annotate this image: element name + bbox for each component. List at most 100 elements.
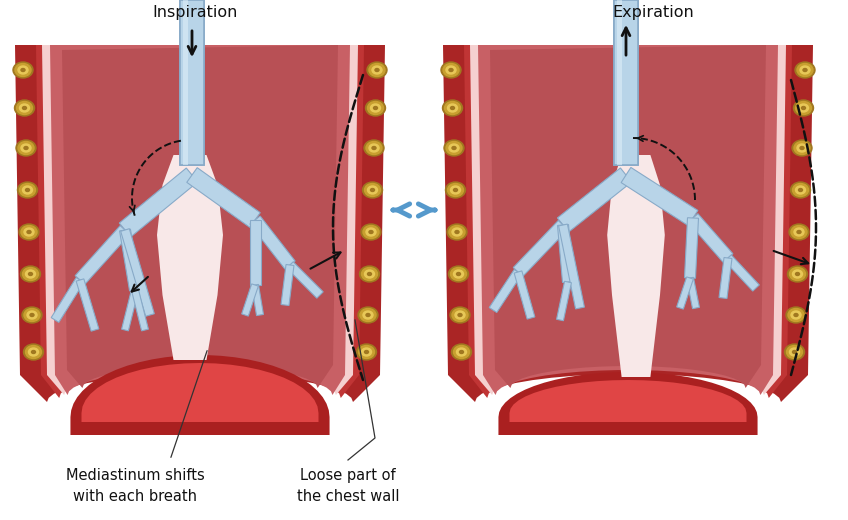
Text: Expiration: Expiration [612, 5, 694, 20]
Polygon shape [607, 155, 665, 377]
Ellipse shape [371, 104, 381, 112]
Ellipse shape [450, 267, 466, 280]
Ellipse shape [800, 147, 804, 150]
Ellipse shape [20, 266, 41, 282]
Polygon shape [719, 257, 732, 298]
Ellipse shape [445, 182, 466, 198]
Ellipse shape [23, 267, 38, 280]
Polygon shape [120, 168, 198, 237]
Ellipse shape [793, 270, 802, 278]
Polygon shape [50, 45, 350, 395]
Ellipse shape [30, 314, 34, 317]
Ellipse shape [795, 62, 815, 78]
Ellipse shape [450, 307, 470, 323]
Ellipse shape [794, 141, 810, 154]
Ellipse shape [454, 270, 464, 278]
Ellipse shape [786, 307, 806, 323]
Polygon shape [510, 380, 746, 422]
Ellipse shape [365, 100, 386, 116]
Ellipse shape [454, 345, 470, 358]
Ellipse shape [803, 69, 807, 72]
Ellipse shape [455, 311, 465, 319]
Polygon shape [281, 265, 294, 305]
Polygon shape [249, 220, 260, 285]
Polygon shape [62, 45, 338, 388]
Ellipse shape [449, 226, 465, 239]
Ellipse shape [25, 189, 30, 191]
Polygon shape [36, 45, 364, 398]
Ellipse shape [359, 345, 375, 358]
Polygon shape [131, 289, 148, 331]
Polygon shape [51, 278, 84, 322]
Ellipse shape [21, 69, 25, 72]
Polygon shape [559, 224, 584, 309]
Ellipse shape [361, 348, 371, 356]
Ellipse shape [367, 101, 383, 114]
Ellipse shape [25, 345, 42, 358]
Polygon shape [490, 45, 766, 388]
Ellipse shape [29, 348, 38, 356]
Ellipse shape [14, 100, 35, 116]
Polygon shape [677, 277, 694, 309]
Ellipse shape [794, 228, 804, 236]
Ellipse shape [360, 266, 380, 282]
Text: Inspiration: Inspiration [153, 5, 237, 20]
Ellipse shape [15, 63, 31, 76]
Ellipse shape [799, 189, 802, 191]
Polygon shape [15, 45, 385, 402]
Polygon shape [688, 214, 733, 262]
Ellipse shape [21, 226, 37, 239]
Ellipse shape [791, 226, 807, 239]
Ellipse shape [364, 140, 384, 156]
Polygon shape [617, 0, 622, 165]
Ellipse shape [441, 62, 461, 78]
Ellipse shape [451, 344, 471, 360]
Ellipse shape [358, 307, 378, 323]
Ellipse shape [367, 272, 371, 276]
Ellipse shape [449, 266, 468, 282]
Ellipse shape [367, 186, 377, 194]
Ellipse shape [375, 69, 379, 72]
Ellipse shape [789, 267, 806, 280]
Ellipse shape [790, 182, 811, 198]
Ellipse shape [448, 184, 464, 197]
Ellipse shape [456, 272, 460, 276]
Ellipse shape [797, 144, 807, 152]
Ellipse shape [366, 228, 376, 236]
Ellipse shape [24, 308, 40, 321]
Ellipse shape [800, 66, 810, 74]
Ellipse shape [456, 348, 466, 356]
Ellipse shape [369, 63, 385, 76]
Ellipse shape [24, 344, 43, 360]
Polygon shape [684, 218, 699, 278]
Ellipse shape [367, 62, 387, 78]
Ellipse shape [372, 66, 382, 74]
Polygon shape [470, 45, 786, 395]
Ellipse shape [373, 107, 377, 110]
Polygon shape [514, 271, 535, 319]
Ellipse shape [443, 100, 462, 116]
Ellipse shape [18, 182, 37, 198]
Ellipse shape [444, 101, 460, 114]
Ellipse shape [29, 272, 32, 276]
Text: Mediastinum shifts
with each breath: Mediastinum shifts with each breath [65, 468, 204, 504]
Ellipse shape [452, 228, 462, 236]
Ellipse shape [801, 107, 806, 110]
Ellipse shape [797, 230, 801, 233]
Polygon shape [157, 155, 223, 360]
Ellipse shape [794, 100, 813, 116]
Ellipse shape [16, 140, 36, 156]
Ellipse shape [447, 224, 467, 240]
Polygon shape [614, 0, 638, 165]
Ellipse shape [452, 308, 468, 321]
Polygon shape [183, 0, 188, 165]
Polygon shape [183, 0, 188, 165]
Ellipse shape [24, 228, 34, 236]
Ellipse shape [366, 141, 382, 154]
Polygon shape [81, 363, 319, 422]
Polygon shape [443, 45, 813, 402]
Ellipse shape [22, 307, 42, 323]
Polygon shape [75, 226, 130, 284]
Ellipse shape [454, 189, 458, 191]
Ellipse shape [446, 66, 456, 74]
